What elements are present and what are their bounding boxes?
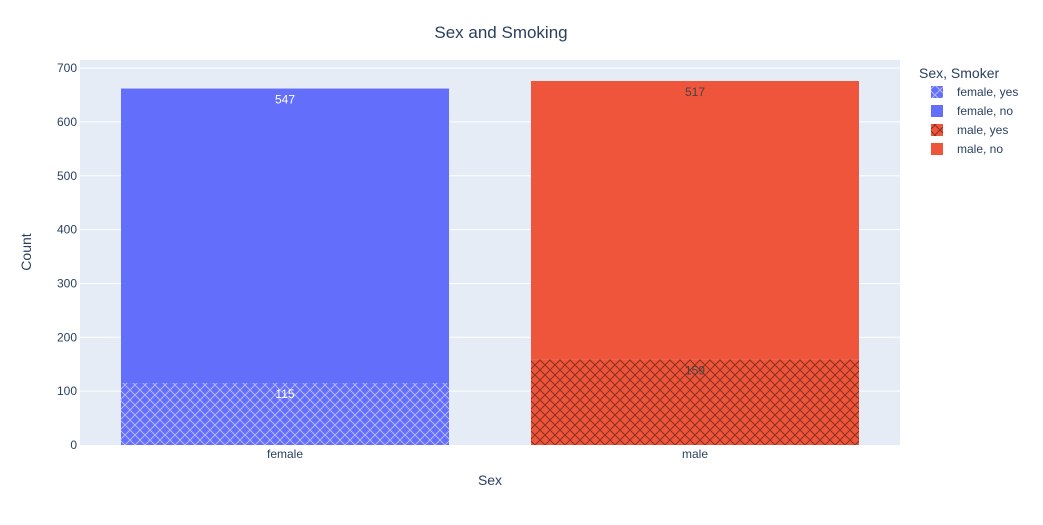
legend-item[interactable]: female, no (931, 104, 1013, 118)
y-tick-label: 100 (57, 384, 77, 398)
x-tick-label: male (682, 447, 708, 461)
legend-item[interactable]: female, yes (931, 85, 1018, 99)
y-tick-label: 200 (57, 330, 77, 344)
y-tick-label: 0 (70, 438, 77, 452)
legend-label: male, yes (957, 123, 1008, 137)
bar-value-label: 115 (275, 387, 294, 401)
x-axis-ticks: female male (267, 447, 708, 461)
legend-label: female, no (957, 104, 1013, 118)
legend-swatch (931, 143, 943, 155)
x-axis-title: Sex (478, 472, 502, 488)
legend-item[interactable]: male, yes (931, 123, 1008, 137)
y-tick-label: 600 (57, 115, 77, 129)
legend-swatch (931, 105, 943, 117)
bar-value-label: 517 (685, 85, 705, 99)
chart-title: Sex and Smoking (434, 23, 567, 42)
bar-female-no[interactable] (121, 88, 449, 384)
y-axis-ticks: 0 100 200 300 400 500 600 700 (57, 61, 77, 452)
y-tick-label: 300 (57, 276, 77, 290)
y-tick-label: 500 (57, 169, 77, 183)
y-tick-label: 400 (57, 223, 77, 237)
legend-label: male, no (957, 142, 1003, 156)
legend-swatch (931, 124, 943, 136)
legend-title: Sex, Smoker (919, 65, 999, 81)
legend-label: female, yes (957, 85, 1018, 99)
bar-female-yes[interactable] (121, 383, 449, 445)
x-tick-label: female (267, 447, 303, 461)
bar-male-yes[interactable] (531, 359, 859, 445)
legend: Sex, Smoker female, yes female, no male, y… (919, 65, 1018, 156)
y-axis-title: Count (18, 233, 34, 270)
y-tick-label: 700 (57, 61, 77, 75)
legend-swatch (931, 86, 943, 98)
bar-value-label: 159 (685, 363, 705, 377)
bar-value-label: 547 (275, 93, 295, 107)
legend-item[interactable]: male, no (931, 142, 1003, 156)
bars: 115 547 159 517 (121, 81, 859, 445)
bar-male-no[interactable] (531, 81, 859, 360)
